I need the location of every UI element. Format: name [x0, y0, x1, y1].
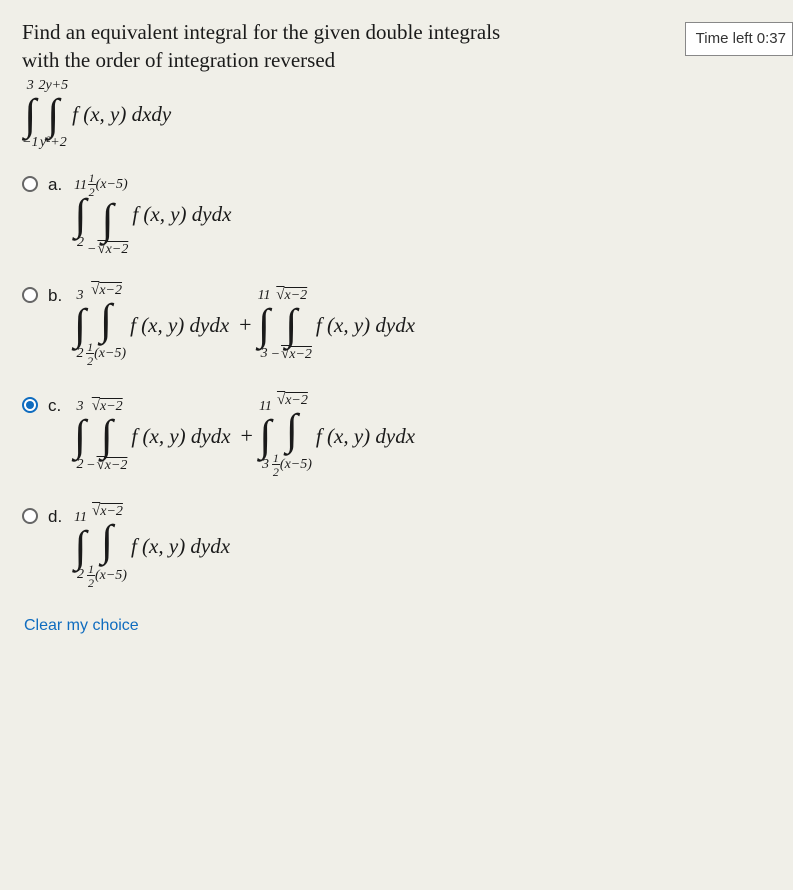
inner-integral-sign: 12(x−5)∫−x−2 — [87, 172, 128, 257]
option-letter: b. — [48, 285, 74, 308]
inner-integral-sign: x−2∫−x−2 — [86, 399, 127, 473]
integrand: f (x, y) dxdy — [68, 100, 175, 128]
integrand: f (x, y) dydx — [128, 200, 235, 228]
radio-a[interactable] — [22, 176, 38, 192]
inner-integral-sign: x−2∫12(x−5) — [87, 504, 127, 589]
option-letter: c. — [48, 395, 74, 418]
given-integral: 3 ∫ −1 2y+5 ∫ y²+2 f (x, y) dxdy — [22, 79, 771, 151]
option-letter: d. — [48, 506, 74, 529]
inner-integral-sign: x−2∫12(x−5) — [86, 283, 126, 368]
option-c[interactable]: c.3∫2x−2∫−x−2f (x, y) dydx+11∫3x−2∫12(x−… — [22, 393, 771, 478]
inner-integral-sign: x−2∫12(x−5) — [272, 393, 312, 478]
time-left-box: Time left 0:37 — [685, 22, 793, 56]
option-math: 3∫2x−2∫12(x−5)f (x, y) dydx+11∫3x−2∫−x−2… — [74, 283, 419, 368]
integrand: f (x, y) dydx — [126, 311, 233, 339]
question-line-2: with the order of integration reversed — [22, 48, 335, 72]
option-math: 3∫2x−2∫−x−2f (x, y) dydx+11∫3x−2∫12(x−5)… — [74, 393, 419, 478]
integrand: f (x, y) dydx — [127, 422, 234, 450]
radio-c[interactable] — [22, 397, 38, 413]
outer-integral-sign: 3 ∫ −1 — [22, 79, 38, 151]
outer-integral-sign: 11∫2 — [74, 511, 87, 583]
outer-integral-sign: 11∫3 — [259, 400, 272, 472]
outer-lower: −1 — [22, 136, 38, 150]
option-a[interactable]: a.11∫212(x−5)∫−x−2f (x, y) dydx — [22, 172, 771, 257]
clear-choice-link[interactable]: Clear my choice — [24, 615, 771, 637]
outer-integral-sign: 3∫2 — [74, 400, 86, 472]
inner-integral-sign: x−2∫−x−2 — [271, 288, 312, 362]
answer-options: a.11∫212(x−5)∫−x−2f (x, y) dydxb.3∫2x−2∫… — [22, 172, 771, 588]
outer-integral-sign: 11∫3 — [258, 289, 271, 361]
option-b[interactable]: b.3∫2x−2∫12(x−5)f (x, y) dydx+11∫3x−2∫−x… — [22, 283, 771, 368]
radio-b[interactable] — [22, 287, 38, 303]
outer-integral-sign: 3∫2 — [74, 289, 86, 361]
question-stem: Find an equivalent integral for the give… — [22, 18, 632, 75]
radio-d[interactable] — [22, 508, 38, 524]
question-page: Time left 0:37 Find an equivalent integr… — [0, 0, 793, 654]
integrand: f (x, y) dydx — [312, 422, 419, 450]
integrand: f (x, y) dydx — [127, 532, 234, 560]
option-letter: a. — [48, 174, 74, 197]
plus-sign: + — [233, 310, 257, 340]
option-d[interactable]: d.11∫2x−2∫12(x−5)f (x, y) dydx — [22, 504, 771, 589]
inner-integral-sign: 2y+5 ∫ y²+2 — [38, 79, 68, 151]
time-left-label: Time left 0:37 — [696, 30, 786, 47]
inner-lower: y²+2 — [40, 136, 67, 150]
option-math: 11∫212(x−5)∫−x−2f (x, y) dydx — [74, 172, 235, 257]
question-line-1: Find an equivalent integral for the give… — [22, 20, 500, 44]
integrand: f (x, y) dydx — [312, 311, 419, 339]
clear-choice-label: Clear my choice — [24, 617, 139, 634]
option-math: 11∫2x−2∫12(x−5)f (x, y) dydx — [74, 504, 234, 589]
plus-sign: + — [235, 421, 259, 451]
outer-integral-sign: 11∫2 — [74, 179, 87, 251]
